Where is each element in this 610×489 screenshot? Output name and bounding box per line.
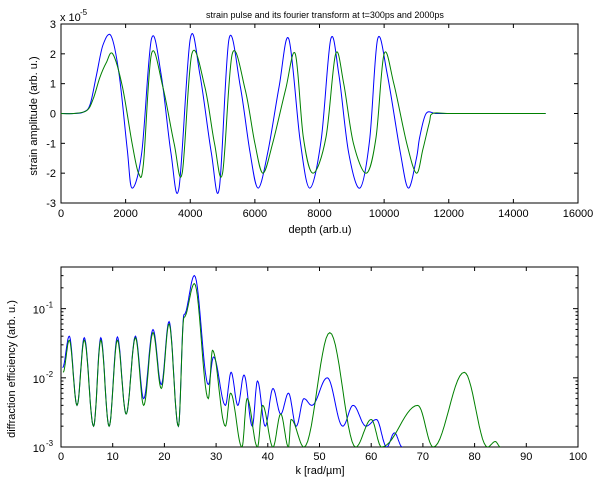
series-line-2 (60, 49, 546, 178)
x-tick-label: 50 (313, 451, 325, 463)
y-tick-label: 1 (50, 79, 56, 91)
y-exponent-power: -5 (80, 8, 88, 17)
x-tick-label: 90 (520, 451, 532, 463)
y-tick-label: 0 (50, 109, 56, 121)
y-tick-label: 3 (50, 19, 56, 31)
y-tick-label: 2 (50, 49, 56, 61)
x-tick-label: 16000 (563, 208, 594, 220)
y-axis-label: diffraction efficiency (arb. u.) (6, 300, 18, 438)
x-tick-label: 14000 (498, 208, 529, 220)
x-tick-label: 30 (210, 451, 222, 463)
x-axis-label: k [rad/µm] (295, 465, 344, 477)
x-tick-label: 10000 (369, 208, 400, 220)
series-line-1 (60, 33, 546, 194)
x-tick-label: 70 (417, 451, 429, 463)
chart-title: strain pulse and its fourier transform a… (206, 10, 444, 20)
x-tick-label: 0 (58, 451, 64, 463)
plot-area (60, 266, 579, 448)
x-tick-label: 0 (58, 208, 64, 220)
series-line-2 (62, 282, 501, 447)
y-tick-power: -2 (46, 370, 54, 379)
y-tick-label: 10 (33, 305, 45, 317)
y-exponent-base: x 10 (60, 12, 81, 24)
y-tick-label: -2 (46, 168, 56, 180)
x-tick-label: 12000 (433, 208, 464, 220)
x-tick-label: 20 (158, 451, 170, 463)
x-tick-label: 6000 (243, 208, 267, 220)
y-exponent-label: x 10 -5 (60, 8, 88, 24)
y-tick-power: -3 (46, 439, 54, 448)
x-axis-label: depth (arb.u) (289, 224, 352, 236)
x-tick-label: 40 (262, 451, 274, 463)
y-tick-label: -1 (46, 138, 56, 150)
x-tick-label: 80 (468, 451, 480, 463)
x-tick-label: 100 (569, 451, 587, 463)
x-tick-label: 10 (107, 451, 119, 463)
strain-chart: strain pulse and its fourier transform a… (28, 8, 593, 236)
y-tick-label: 10 (33, 443, 45, 455)
x-tick-label: 8000 (307, 208, 331, 220)
y-tick-label: -3 (46, 198, 56, 210)
x-tick-label: 2000 (113, 208, 137, 220)
y-tick-label: 10 (33, 374, 45, 386)
x-tick-label: 60 (365, 451, 377, 463)
x-tick-label: 4000 (178, 208, 202, 220)
y-tick-power: -1 (46, 301, 54, 310)
y-axis-label: strain amplitude (arb. u.) (28, 56, 40, 175)
